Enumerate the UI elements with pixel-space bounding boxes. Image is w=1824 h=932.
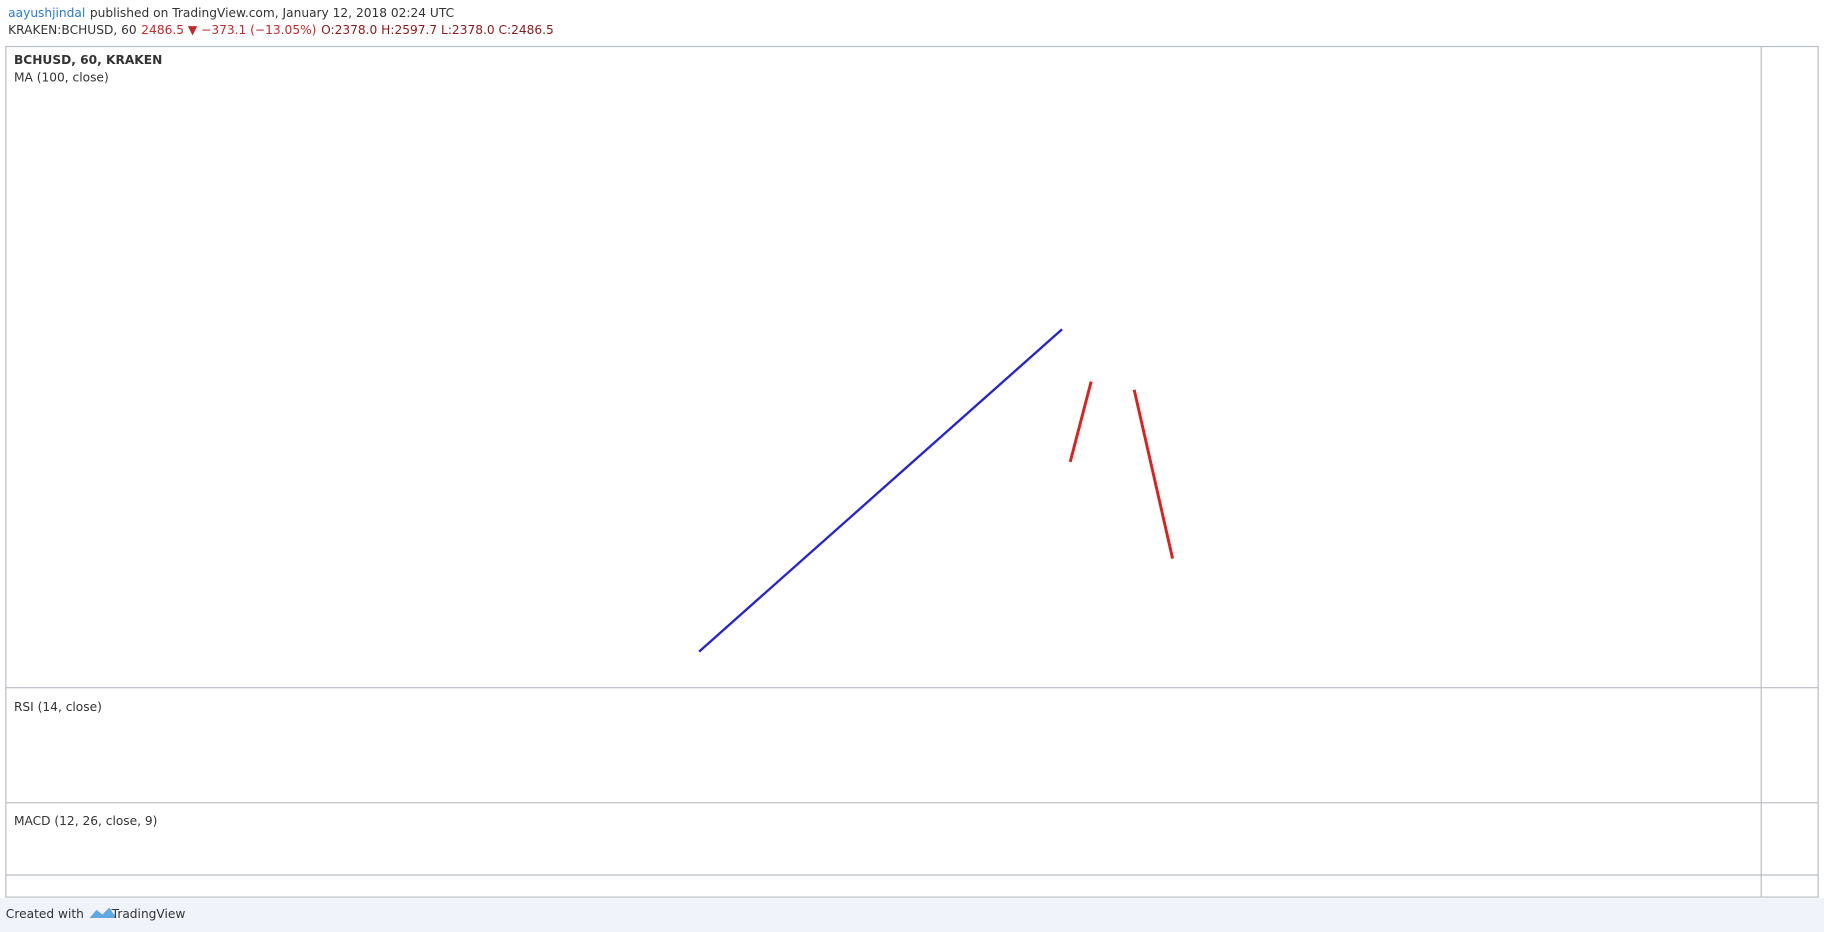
published: published on TradingView.com, January 12… bbox=[90, 5, 454, 19]
header-line: aayushjindal published on TradingView.com… bbox=[8, 5, 454, 19]
rsi-label: RSI (14, close) bbox=[14, 700, 102, 714]
macd-label: MACD (12, 26, close, 9) bbox=[14, 814, 157, 828]
arrow-down bbox=[1132, 389, 1174, 559]
chart-border bbox=[5, 45, 1819, 898]
ma-label: MA (100, close) bbox=[14, 70, 109, 84]
change: 2486.5 ▼ −373.1 (−13.05%) bbox=[141, 23, 316, 37]
chart-title: BCHUSD, 60, KRAKEN bbox=[14, 53, 162, 67]
quote-line: KRAKEN:BCHUSD, 60 2486.5 ▼ −373.1 (−13.05… bbox=[8, 23, 554, 37]
brand-logo[interactable] bbox=[89, 907, 117, 919]
author[interactable]: aayushjindal bbox=[8, 5, 85, 19]
ohlc: O:2378.0 H:2597.7 L:2378.0 C:2486.5 bbox=[321, 23, 554, 37]
footer-brand[interactable]: TradingView bbox=[111, 907, 186, 921]
arrow-up bbox=[1068, 381, 1093, 463]
symbol: KRAKEN:BCHUSD, 60 bbox=[8, 23, 137, 37]
footer-band bbox=[0, 898, 1824, 932]
trend-line bbox=[698, 328, 1063, 653]
footer-created: Created with bbox=[6, 907, 84, 921]
